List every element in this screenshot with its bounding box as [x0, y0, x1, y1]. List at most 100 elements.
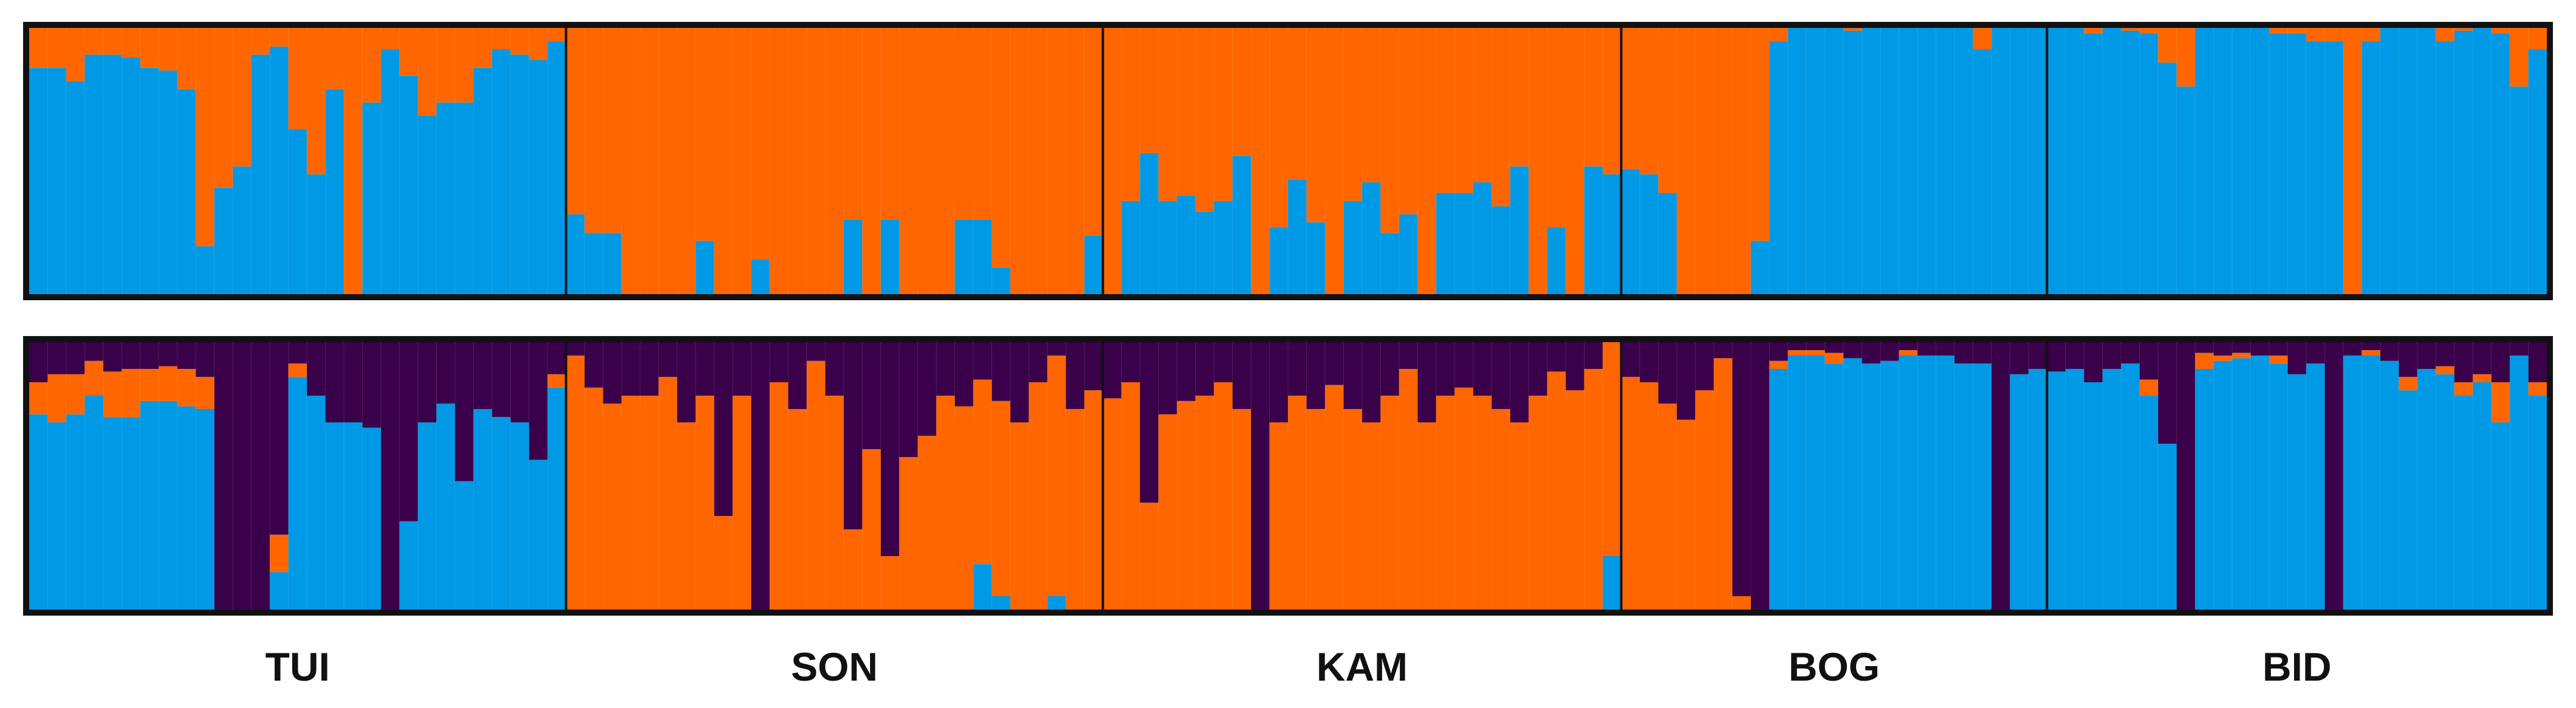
bar-segment — [806, 28, 826, 294]
bar-segment — [1880, 28, 1900, 294]
bar-segment — [454, 28, 474, 103]
bar-segment — [1695, 28, 1714, 294]
bar-segment — [1787, 28, 1807, 294]
bar-segment — [1917, 342, 1937, 356]
bar-segment — [140, 342, 159, 369]
bar-segment — [1121, 342, 1140, 382]
bar-segment — [66, 81, 86, 294]
bar-segment — [2158, 62, 2177, 294]
bar-segment — [47, 28, 67, 68]
bar-segment — [2454, 30, 2473, 294]
bar-segment — [2139, 33, 2159, 294]
bar-segment — [307, 342, 326, 396]
bar-segment — [2084, 28, 2103, 33]
bar-segment — [1214, 382, 1233, 610]
bar-segment — [1306, 409, 1326, 610]
bar-segment — [1158, 28, 1177, 201]
bar-segment — [640, 342, 659, 396]
population-label: BID — [2263, 644, 2332, 689]
bar-segment — [196, 342, 215, 377]
bar-segment — [251, 342, 270, 610]
bar-segment — [1603, 28, 1622, 174]
bar-segment — [659, 377, 678, 610]
bar-segment — [1584, 166, 1603, 294]
bar-segment — [825, 342, 844, 396]
bar-segment — [899, 457, 919, 610]
bar-segment — [936, 342, 956, 396]
bar-segment — [659, 28, 678, 294]
bar-segment — [566, 342, 585, 356]
bar-segment — [1843, 30, 1863, 294]
bar-segment — [2102, 342, 2122, 369]
bar-segment — [2010, 28, 2029, 294]
bar-segment — [47, 67, 67, 294]
bar-segment — [84, 396, 104, 610]
bar-segment — [1639, 28, 1659, 174]
bar-segment — [473, 67, 493, 294]
bar-segment — [1843, 358, 1863, 610]
bar-segment — [2010, 374, 2029, 610]
bar-segment — [1029, 382, 1048, 610]
bar-segment — [1603, 342, 1622, 556]
bar-segment — [2362, 41, 2381, 295]
bar-segment — [677, 422, 696, 610]
bar-segment — [1158, 201, 1177, 294]
bar-segment — [196, 377, 215, 409]
bar-segment — [140, 369, 159, 401]
bar-segment — [1529, 396, 1548, 610]
bar-segment — [1843, 28, 1863, 31]
bar-segment — [2473, 28, 2492, 294]
bar-segment — [454, 102, 474, 294]
bar-segment — [1695, 342, 1714, 391]
bar-segment — [751, 342, 770, 610]
bar-segment — [1973, 342, 1992, 364]
bar-segment — [325, 89, 344, 295]
bar-segment — [2176, 342, 2196, 610]
bar-segment — [2269, 356, 2289, 364]
bar-segment — [344, 342, 363, 422]
population-label: BOG — [1789, 644, 1880, 689]
bar-segment — [196, 409, 215, 610]
bar-segment — [1029, 28, 1048, 294]
bar-segment — [1973, 28, 1992, 50]
bar-segment — [122, 342, 141, 369]
bar-segment — [454, 342, 474, 481]
bar-segment — [417, 342, 437, 422]
bar-segment — [29, 342, 49, 382]
bar-segment — [843, 219, 863, 294]
bar-segment — [1769, 28, 1789, 41]
bar-segment — [2269, 342, 2289, 356]
bar-segment — [695, 241, 715, 294]
bar-segment — [2510, 356, 2529, 610]
bar-segment — [177, 406, 196, 610]
bar-segment — [2417, 28, 2436, 294]
bar-segment — [1232, 28, 1252, 156]
bar-segment — [1658, 28, 1677, 193]
bar-segment — [714, 28, 733, 294]
bar-segment — [1806, 350, 1826, 356]
bar-segment — [1510, 422, 1529, 610]
bar-segment — [547, 342, 567, 374]
bar-segment — [788, 409, 807, 610]
bar-segment — [1010, 28, 1030, 294]
bar-segment — [2250, 356, 2270, 610]
bar-segment — [1399, 369, 1418, 610]
bar-segment — [1306, 222, 1326, 294]
bar-segment — [103, 28, 122, 55]
bar-segment — [1454, 342, 1474, 388]
bar-segment — [1047, 342, 1066, 356]
bar-segment — [1454, 193, 1474, 294]
bar-segment — [1195, 211, 1214, 294]
bar-segment — [1936, 28, 1955, 294]
bar-segment — [2454, 396, 2473, 610]
bar-segment — [1954, 28, 1974, 294]
bar-segment — [436, 404, 456, 610]
bar-segment — [1343, 342, 1363, 409]
bar-segment — [2528, 396, 2547, 610]
bar-segment — [2102, 28, 2122, 294]
bar-segment — [1417, 28, 1437, 294]
bar-segment — [769, 382, 789, 610]
bar-segment — [307, 28, 326, 174]
bar-segment — [2047, 342, 2066, 372]
bar-segment — [936, 396, 956, 610]
